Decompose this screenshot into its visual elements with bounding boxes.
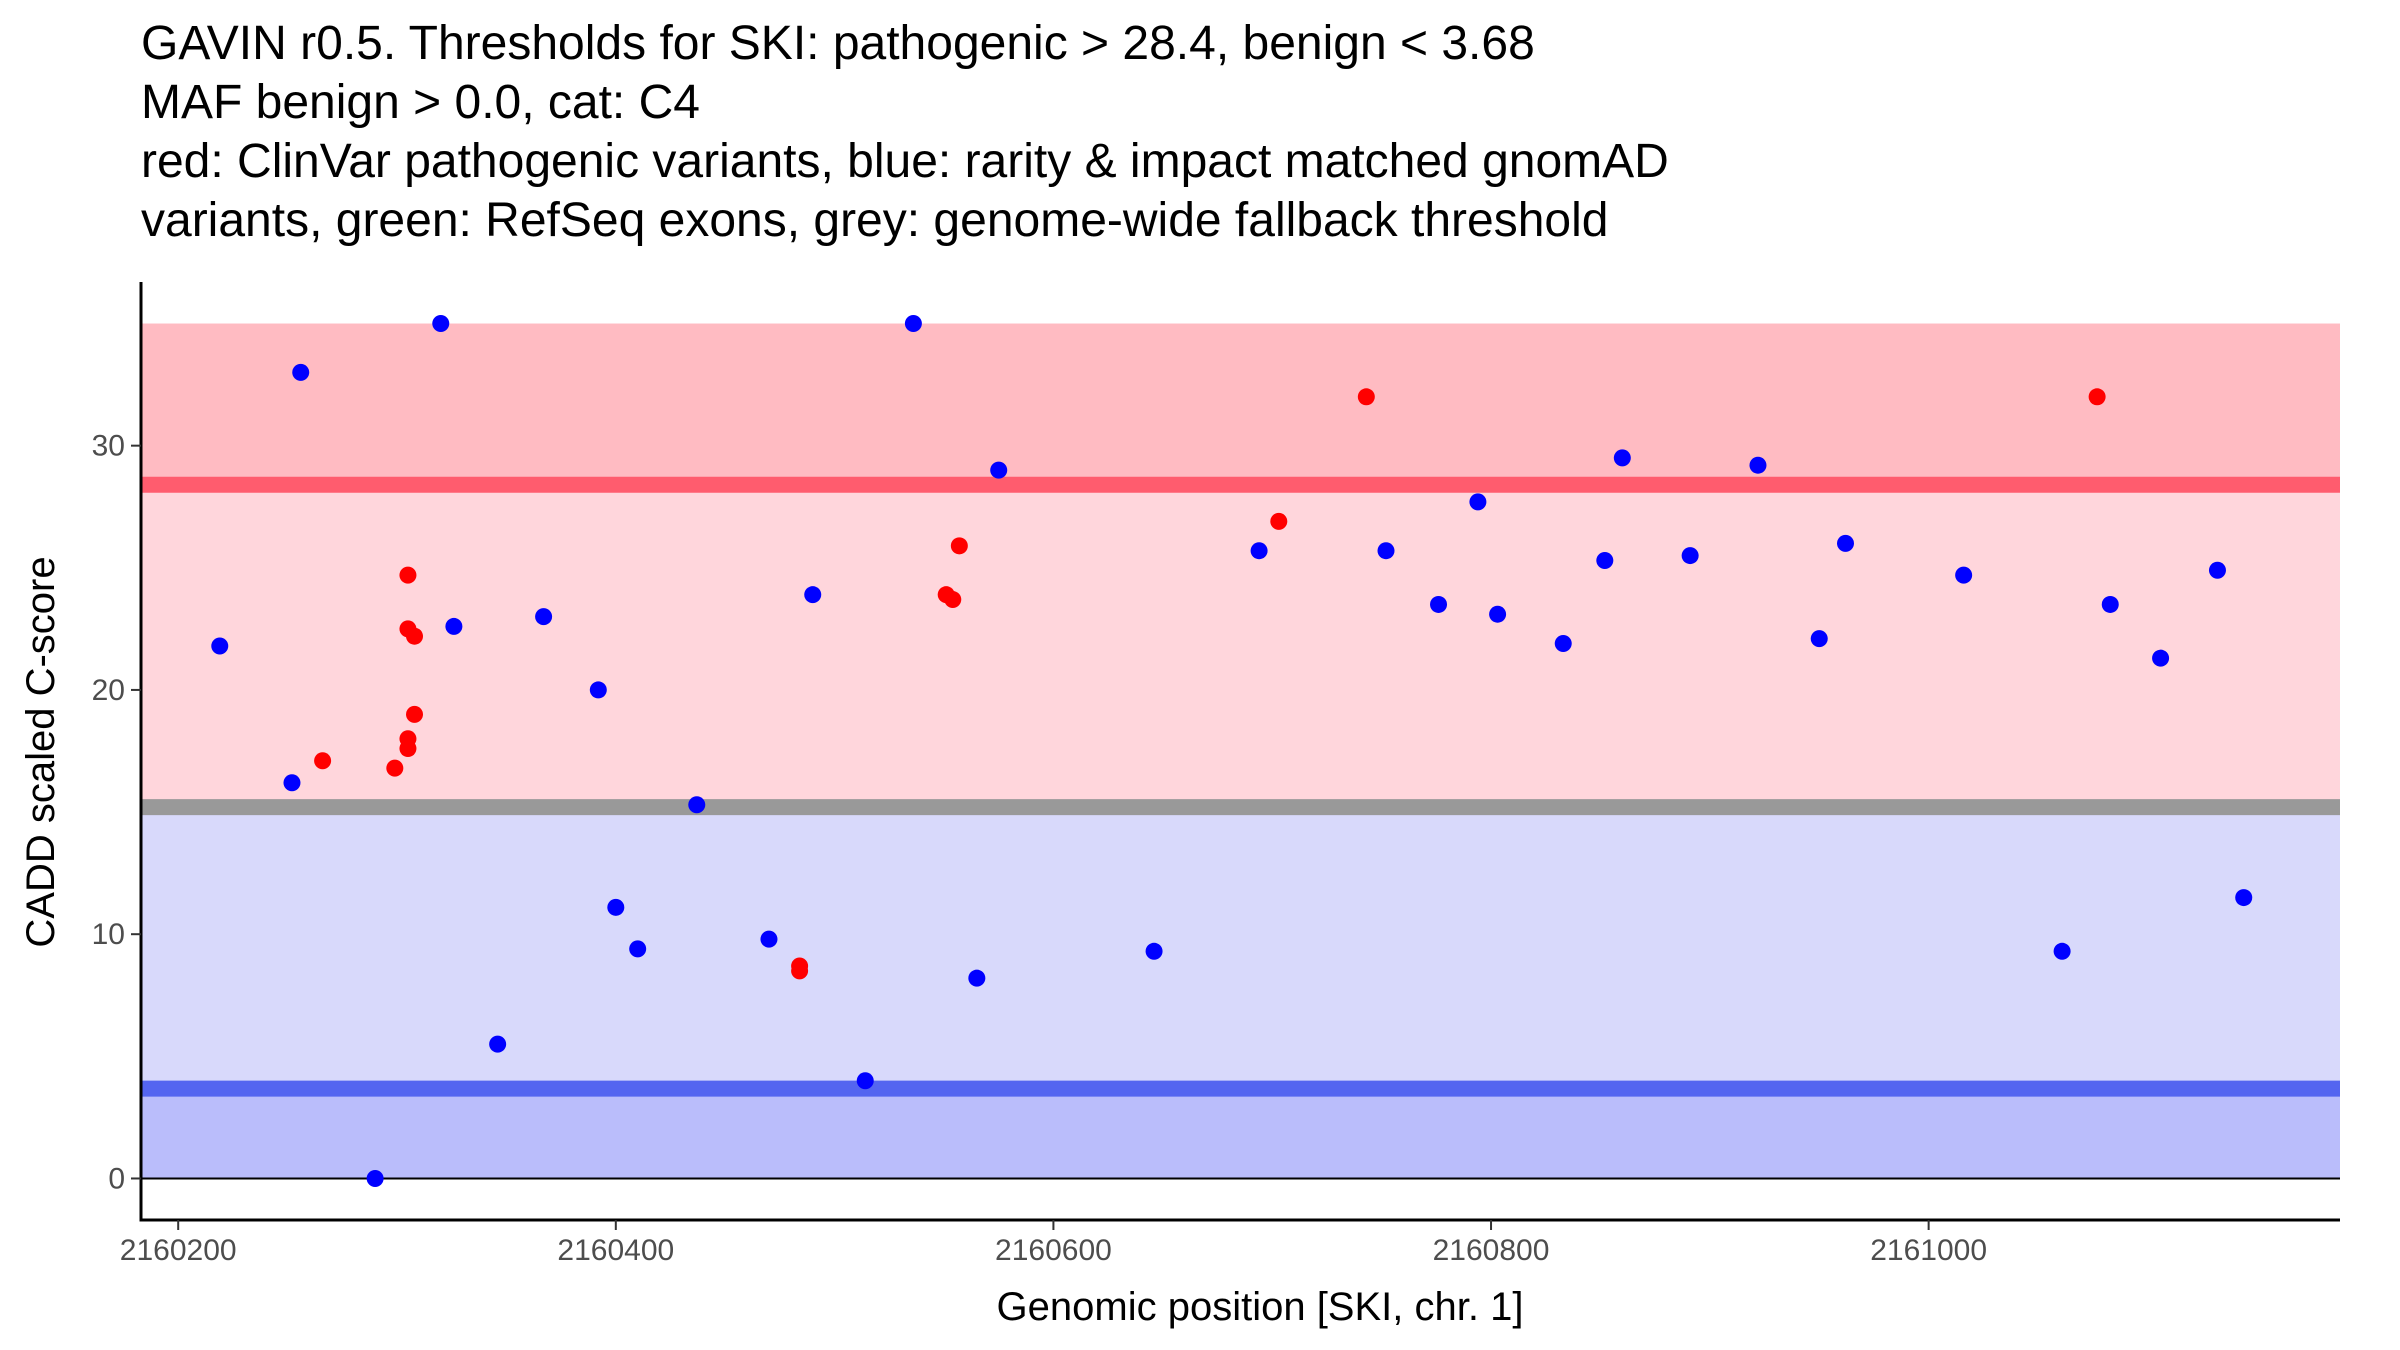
gnomad-variant-point [1489,605,1507,623]
title-line-2: MAF benign > 0.0, cat: C4 [141,76,700,129]
gnomad-variant-point [629,940,647,958]
gnomad-variant-point [535,608,553,626]
threshold-lines [141,476,2340,1097]
gnomad-variant-point [211,637,229,655]
gnomad-variant-point [445,617,463,635]
chart-title: GAVIN r0.5. Thresholds for SKI: pathogen… [141,17,1669,247]
data-points [211,315,2253,1187]
clinvar-pathogenic-point [386,759,404,777]
clinvar-pathogenic-point [1357,388,1375,406]
gnomad-variant-point [1955,566,1973,584]
gnomad-variant-point [489,1035,507,1053]
x-tick-label: 2160400 [557,1234,674,1267]
gnomad-variant-point [292,363,310,381]
gnomad-variant-point [990,461,1008,479]
threshold-bands [141,323,2340,1179]
gnomad-variant-point [1554,635,1572,653]
gnomad-variant-point [366,1169,384,1187]
x-tick-label: 2160800 [1433,1234,1550,1267]
x-axis-title: Genomic position [SKI, chr. 1] [997,1285,1524,1329]
gnomad-variant-point [589,681,607,699]
gnomad-variant-point [1469,493,1487,511]
clinvar-pathogenic-point [314,752,332,770]
pathogenic-zone-band [141,323,2340,485]
gnomad-variant-point [968,969,986,987]
gnomad-variant-point [1596,551,1614,569]
clinvar-pathogenic-point [950,537,968,555]
y-tick-label: 20 [92,674,125,707]
clinvar-pathogenic-point [399,566,417,584]
y-axis-title: CADD scaled C-score [19,556,63,947]
y-axis-ticks: 0 10 20 30 [92,430,141,1195]
gnomad-variant-point [1810,630,1828,648]
gnomad-variant-point [1836,534,1854,552]
grey-pathogenic-zone-band [141,484,2340,813]
y-tick-label: 0 [108,1162,125,1195]
benign-zone-band [141,1088,2340,1179]
gnomad-variant-point [1377,542,1395,560]
gnomad-variant-point [904,315,922,333]
x-axis-ticks: 2160200 2160400 2160600 2160800 2161000 [120,1220,1987,1267]
axes [139,282,2340,1222]
gnomad-variant-point [760,930,778,948]
x-tick-label: 2160200 [120,1234,237,1267]
clinvar-pathogenic-point [944,591,962,609]
clinvar-pathogenic-point [791,962,809,980]
gnomad-variant-point [432,315,450,333]
y-tick-label: 30 [92,430,125,463]
x-tick-label: 2161000 [1870,1234,1987,1267]
gnomad-variant-point [1749,456,1767,474]
title-line-4: variants, green: RefSeq exons, grey: gen… [141,194,1608,247]
gnomad-variant-point [1250,542,1268,560]
gnomad-variant-point [2235,889,2253,907]
clinvar-pathogenic-point [406,627,424,645]
grey-benign-zone-band [141,812,2340,1089]
gnomad-variant-point [1145,942,1163,960]
gnomad-variant-point [856,1072,874,1090]
title-line-3: red: ClinVar pathogenic variants, blue: … [141,135,1669,188]
y-tick-label: 10 [92,918,125,951]
gnomad-variant-point [2152,649,2170,667]
gnomad-variant-point [283,774,301,792]
clinvar-pathogenic-point [399,740,417,758]
clinvar-pathogenic-point [406,705,424,723]
gnomad-variant-point [1430,595,1448,613]
gnomad-variant-point [607,898,625,916]
gnomad-variant-point [2101,595,2119,613]
gnomad-variant-point [1613,449,1631,467]
gnomad-variant-point [1681,547,1699,565]
gnomad-variant-point [2053,942,2071,960]
x-tick-label: 2160600 [995,1234,1112,1267]
clinvar-pathogenic-point [1270,512,1288,530]
gnomad-variant-point [804,586,822,604]
clinvar-pathogenic-point [2088,388,2106,406]
gnomad-variant-point [2208,561,2226,579]
gnomad-variant-point [688,796,706,814]
title-line-1: GAVIN r0.5. Thresholds for SKI: pathogen… [141,17,1535,70]
